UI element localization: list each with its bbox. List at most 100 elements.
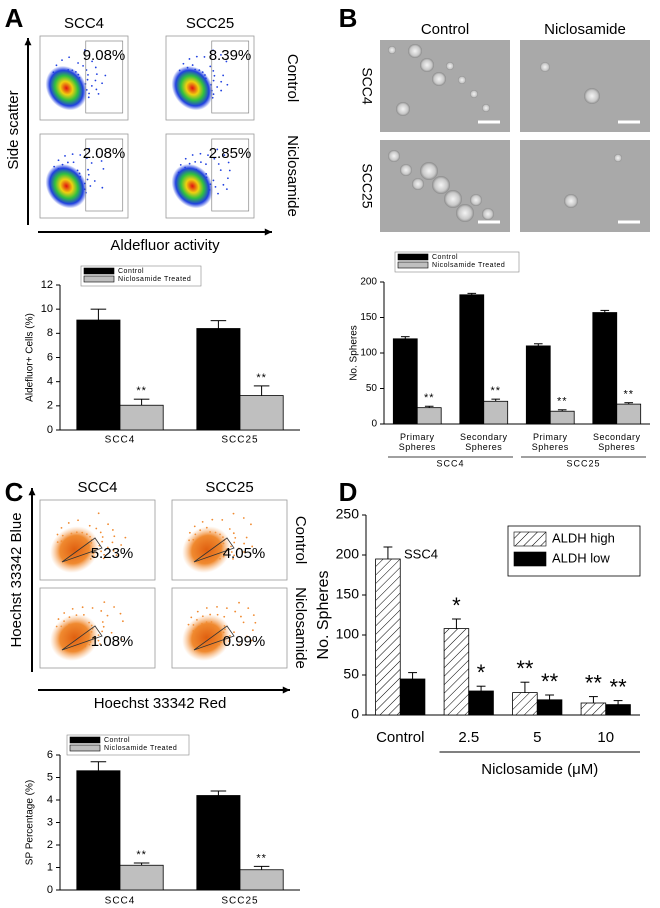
- group-label: SCC4: [436, 458, 464, 468]
- event-dot: [57, 618, 60, 620]
- gate-percentage: 5.23%: [91, 545, 134, 562]
- y-tick-label: 6: [47, 749, 53, 761]
- event-dot: [220, 80, 223, 83]
- y-axis-title: Hoechst 33342 Blue: [8, 512, 25, 647]
- event-dot: [212, 49, 214, 52]
- sphere: [482, 104, 490, 112]
- event-dot: [232, 557, 234, 560]
- event-dot: [86, 78, 89, 81]
- significance-label: **: [585, 670, 603, 695]
- event-dot: [99, 643, 101, 645]
- event-dot: [64, 155, 66, 157]
- column-label: SCC25: [205, 479, 253, 496]
- event-dot: [101, 540, 104, 543]
- event-dot: [250, 639, 253, 642]
- arrow-head: [24, 38, 32, 46]
- error-bar: [451, 618, 461, 629]
- event-dot: [95, 73, 98, 75]
- event-dot: [184, 157, 187, 160]
- event-dot: [247, 607, 250, 610]
- sphere: [396, 102, 410, 116]
- event-dot: [115, 554, 118, 556]
- gate-percentage: 8.39%: [209, 47, 252, 64]
- event-dot: [242, 621, 245, 624]
- error-bar: [613, 700, 623, 705]
- x-axis-title: Hoechst 33342 Red: [94, 695, 227, 712]
- event-dot: [216, 605, 218, 608]
- panel-letter: B: [339, 3, 358, 33]
- event-dot: [243, 542, 245, 545]
- event-dot: [233, 541, 236, 544]
- event-dot: [233, 554, 235, 557]
- bar: [443, 628, 470, 716]
- y-tick-label: 1: [47, 861, 53, 873]
- event-dot: [190, 616, 193, 619]
- bar: [580, 702, 607, 716]
- significance-label: **: [557, 396, 568, 408]
- y-tick-label: 10: [41, 303, 53, 315]
- error-bar: [520, 681, 530, 693]
- error-bar: [476, 685, 486, 691]
- bar: [512, 692, 538, 716]
- y-tick-label: 150: [360, 312, 377, 323]
- event-dot: [225, 607, 228, 610]
- event-dot: [89, 185, 92, 187]
- bar: [616, 403, 642, 425]
- event-dot: [216, 613, 219, 616]
- error-bar: [210, 320, 227, 329]
- event-dot: [88, 524, 91, 527]
- x-tick-label-box: Secondary Spheres: [460, 432, 507, 452]
- bar: [605, 704, 631, 716]
- error-bar: [400, 336, 410, 339]
- y-tick-label: 4: [47, 794, 53, 806]
- event-dot: [240, 615, 242, 618]
- y-tick-label: 3: [47, 816, 53, 828]
- density-cloud: [45, 163, 88, 209]
- event-dot: [55, 64, 58, 67]
- event-dot: [230, 551, 233, 553]
- sphere: [388, 150, 400, 162]
- sphere: [444, 190, 462, 208]
- error-bar: [491, 398, 501, 402]
- bar: [196, 328, 241, 431]
- y-tick-label: 50: [366, 383, 378, 394]
- event-dot: [101, 536, 104, 538]
- density-cloud: [171, 65, 214, 111]
- error-bar: [383, 546, 393, 559]
- error-bar: [545, 694, 555, 700]
- event-dot: [216, 148, 219, 151]
- x-axis-title: Aldefluor activity: [110, 237, 220, 254]
- event-dot: [99, 531, 102, 534]
- y-axis-title: No. Spheres: [349, 325, 360, 381]
- event-dot: [79, 154, 82, 156]
- event-dot: [222, 74, 225, 77]
- event-dot: [212, 69, 215, 72]
- y-tick-label: 6: [47, 351, 53, 363]
- row-label: Niclosamide: [292, 587, 309, 669]
- sphere: [420, 162, 438, 180]
- y-axis-title: Aldefluor+ Cells (%): [25, 313, 36, 402]
- y-tick-label: 200: [336, 546, 360, 562]
- x-tick-label: Control: [376, 729, 424, 746]
- event-dot: [87, 96, 90, 99]
- event-dot: [254, 621, 257, 624]
- legend-label: Control: [104, 737, 130, 744]
- event-dot: [77, 62, 79, 64]
- sphere: [564, 194, 578, 208]
- sphere: [408, 44, 422, 58]
- legend-label: Control: [432, 254, 458, 261]
- scatter-image: [45, 49, 107, 111]
- event-dot: [103, 553, 106, 556]
- event-dot: [194, 161, 197, 163]
- y-axis-title: Side scatter: [5, 90, 22, 169]
- error-bar: [210, 790, 227, 796]
- event-dot: [207, 154, 209, 157]
- event-dot: [85, 157, 88, 160]
- bar: [239, 395, 284, 431]
- x-axis-title: Niclosamide (μM): [481, 761, 598, 778]
- legend-swatch: [397, 261, 429, 269]
- event-dot: [226, 83, 229, 86]
- error-bar: [424, 405, 434, 408]
- event-dot: [106, 614, 109, 617]
- gate: [193, 537, 235, 563]
